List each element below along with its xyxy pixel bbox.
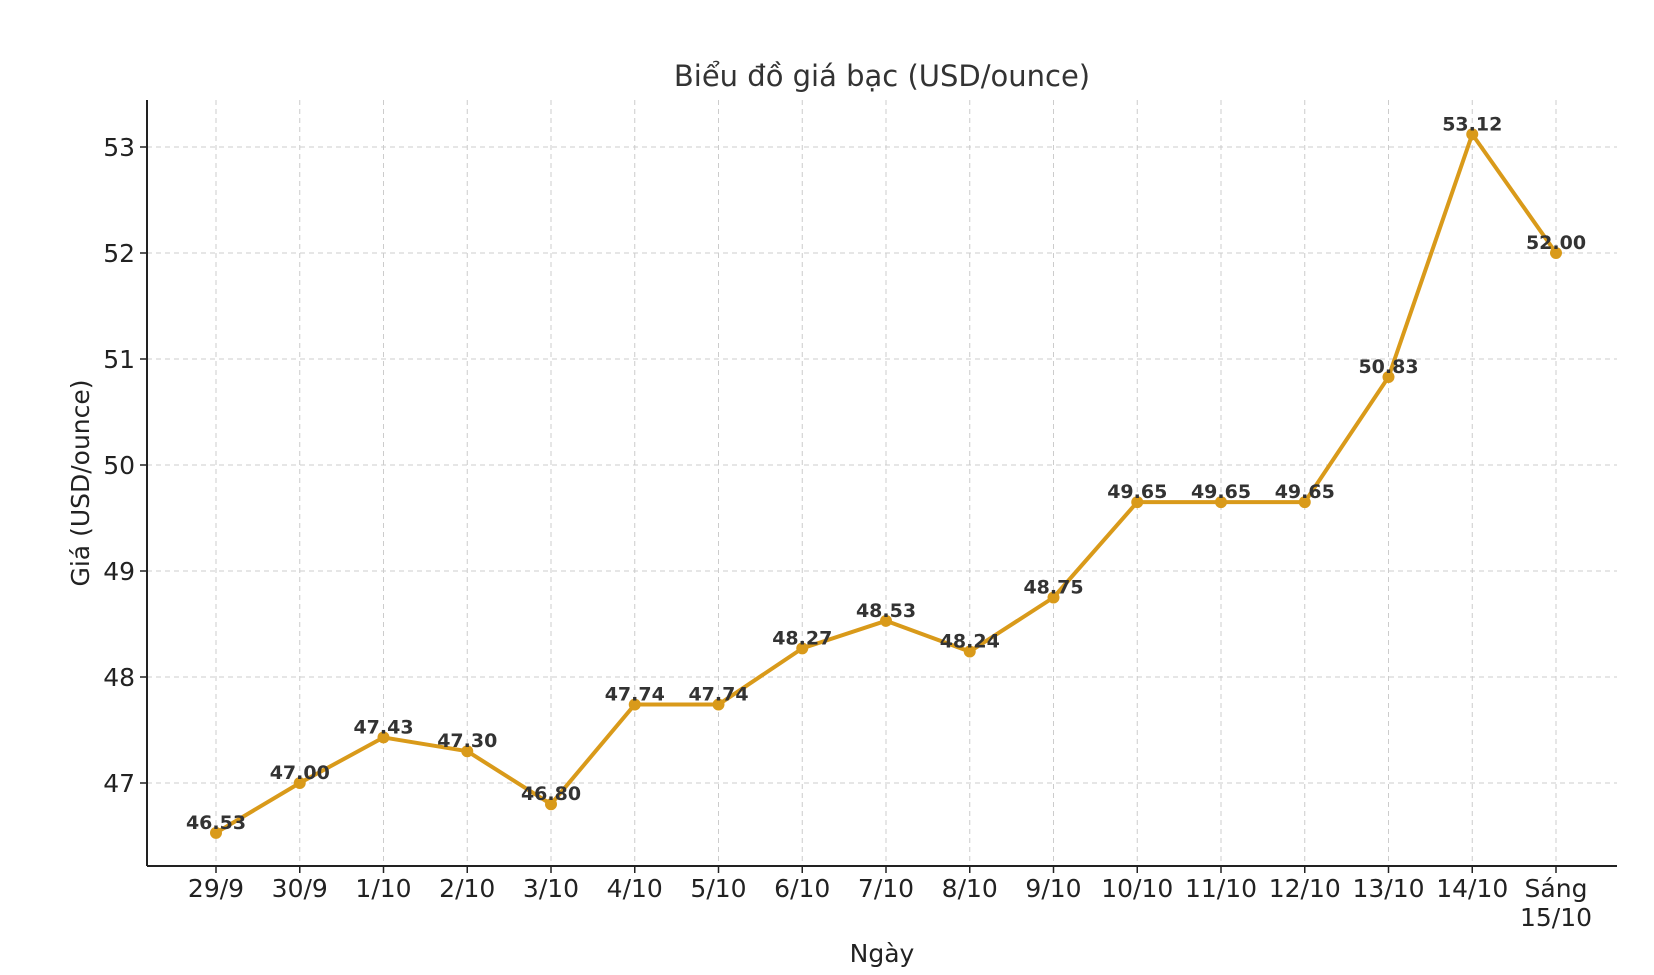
data-point (1550, 247, 1562, 259)
x-tick-label: 13/10 (1352, 874, 1424, 903)
data-point (210, 826, 222, 839)
data-point (1131, 496, 1144, 509)
y-tick-label: 52 (103, 239, 135, 268)
data-point (1047, 591, 1060, 604)
x-tick-label: 3/10 (523, 874, 579, 903)
data-point (1298, 496, 1311, 509)
data-label: 48.24 (940, 631, 1000, 653)
data-labels: 46.53 47.00 47.43 47.30 46.80 47.74 47.74 48.27… (186, 113, 1586, 834)
chart-title: Biểu đồ giá bạc (USD/ounce) (674, 59, 1090, 93)
x-tick-label: 4/10 (607, 874, 663, 903)
x-tick-label: Sáng 15/10 (1520, 874, 1592, 932)
data-point (880, 614, 892, 627)
axes (146, 100, 1617, 867)
x-axis-label: Ngày (850, 939, 915, 968)
series (210, 128, 1562, 839)
data-point (461, 745, 474, 758)
data-point (628, 698, 641, 711)
data-label: 47.43 (353, 716, 413, 738)
data-point (1215, 496, 1227, 509)
data-label: 48.53 (856, 600, 916, 622)
data-point (1466, 128, 1479, 141)
x-tick-label: 29/9 (188, 874, 244, 903)
data-label: 48.75 (1023, 577, 1083, 599)
x-tick-label: 9/10 (1025, 874, 1081, 903)
data-point (712, 698, 725, 711)
y-tick-label: 53 (103, 133, 135, 162)
data-label: 49.65 (1275, 481, 1335, 503)
grid (147, 100, 1617, 866)
data-label: 49.65 (1191, 481, 1251, 503)
data-point (377, 731, 390, 744)
y-axis-label: Giá (USD/ounce) (66, 379, 95, 586)
y-tick-label: 47 (103, 769, 135, 798)
data-label: 47.00 (270, 762, 330, 784)
y-tick-label: 51 (103, 345, 135, 374)
y-tick-label: 48 (103, 663, 135, 692)
x-tick-label: 2/10 (439, 874, 495, 903)
x-tick-label: 14/10 (1436, 874, 1508, 903)
data-point (1382, 371, 1395, 384)
data-label: 52.00 (1526, 232, 1586, 254)
data-label: 50.83 (1358, 356, 1418, 378)
data-label: 46.53 (186, 812, 246, 834)
x-tick-label: 5/10 (690, 874, 746, 903)
data-label: 49.65 (1107, 481, 1167, 503)
data-label: 47.30 (437, 730, 497, 752)
x-tick-label: 8/10 (942, 874, 998, 903)
data-label: 48.27 (772, 627, 832, 649)
x-tick-label: 12/10 (1269, 874, 1341, 903)
x-tick-label: 1/10 (355, 874, 411, 903)
x-tick-label: 11/10 (1185, 874, 1257, 903)
data-point (963, 645, 976, 658)
data-label: 53.12 (1442, 113, 1502, 135)
x-tick-label: 7/10 (858, 874, 914, 903)
x-tick-label: 10/10 (1101, 874, 1173, 903)
data-point (293, 777, 306, 789)
data-point (796, 642, 809, 655)
data-label: 46.80 (521, 783, 581, 805)
x-tick-label: 6/10 (774, 874, 830, 903)
x-tick-label: 30/9 (272, 874, 328, 903)
ticks: 29/9 30/9 1/10 2/10 3/10 4/10 5/10 6/10 7/10 8/10… (103, 133, 1592, 932)
y-tick-label: 50 (103, 451, 135, 480)
data-label: 47.74 (688, 684, 748, 706)
data-point (545, 798, 557, 811)
y-tick-label: 49 (103, 557, 135, 586)
data-label: 47.74 (605, 684, 665, 706)
